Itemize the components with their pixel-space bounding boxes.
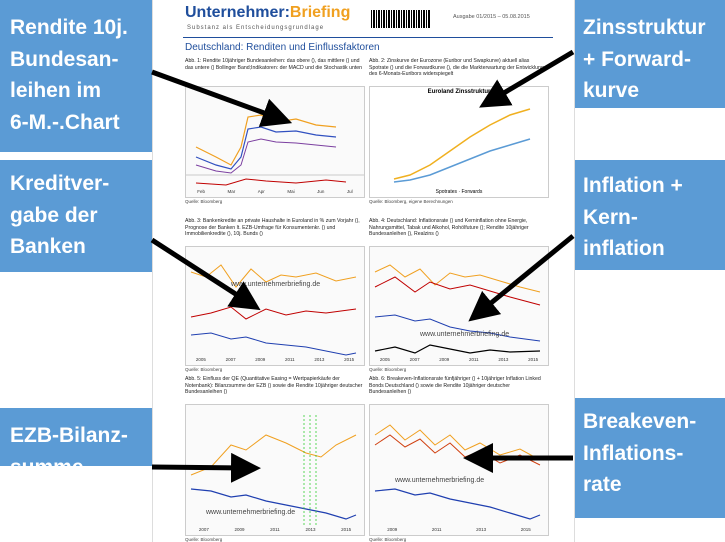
- brand-logo: Unternehmer:Briefing: [185, 4, 351, 21]
- figure-caption: Abb. 5: Einfluss der QE (Quantitative Ea…: [185, 376, 363, 395]
- label-breakeven: Breakeven- Inflations- rate: [573, 398, 725, 518]
- figure-source: Quelle: Bloomberg: [185, 199, 223, 204]
- page-headline: Deutschland: Renditen und Einflussfaktor…: [185, 42, 380, 53]
- label-line: Bundesan-: [10, 47, 119, 71]
- figure-caption: Abb. 2: Zinskurve der Eurozone (Euribor …: [369, 58, 544, 77]
- figure-3: Abb. 3: Bankenkredite an private Haushal…: [185, 218, 365, 372]
- label-ezb: EZB-Bilanz- summe: [0, 408, 152, 479]
- watermark: www.unternehmerbriefing.de: [420, 331, 510, 338]
- figure-source: Quelle: Bloomberg: [369, 367, 407, 372]
- figure-source: Quelle: Bloomberg, eigene Berechnungen: [369, 199, 453, 204]
- ecb-balance-chart: [190, 415, 357, 525]
- x-axis: 2009 2011 2013 2015: [387, 527, 531, 532]
- figure-plot: www.unternehmerbriefing.de 2005 2007 2009 2…: [185, 246, 365, 366]
- watermark: www.unternehmerbriefing.de: [231, 281, 321, 288]
- figure-2: Abb. 2: Zinskurve der Eurozone (Euribor …: [369, 58, 549, 204]
- label-zins: Zinsstruktur + Forward- kurve: [573, 0, 725, 108]
- label-line: leihen im: [10, 79, 102, 102]
- x-axis: 2005 2007 2009 2011 2013 2015: [195, 357, 355, 362]
- arrow-zins: [479, 49, 575, 108]
- tagline: Substanz als Entscheidungsgrundlage: [187, 25, 325, 31]
- x-axis: Feb Mar Apr Mai Jun Jul: [197, 189, 353, 194]
- arrow-rendite: [151, 69, 293, 127]
- label-line: Rendite 10j.: [10, 16, 128, 39]
- label-line: inflation: [583, 237, 665, 260]
- arrow-inflation: [468, 234, 575, 322]
- header-rule: [183, 37, 553, 38]
- label-line: Breakeven-: [583, 410, 697, 433]
- chart-legend: Spotrates · Forwards: [435, 189, 483, 195]
- bollinger-chart: [186, 114, 364, 186]
- x-axis: 2005 2007 2009 2011 2013 2015: [379, 357, 539, 362]
- barcode: [371, 10, 431, 28]
- figure-plot: Euroland Zinsstruktur Spotrates · Forwar…: [369, 86, 549, 198]
- credit-chart: [190, 264, 357, 356]
- label-line: 6-M.-.Chart: [10, 110, 120, 134]
- figure-caption: Abb. 4: Deutschland: Inflationsrate () u…: [369, 218, 529, 237]
- label-line: rate: [583, 473, 622, 496]
- label-line: Banken: [10, 235, 86, 258]
- label-inflation: Inflation + Kern- inflation: [573, 160, 725, 270]
- figure-4: Abb. 4: Deutschland: Inflationsrate () u…: [369, 218, 549, 372]
- watermark: www.unternehmerbriefing.de: [206, 509, 296, 516]
- arrow-ezb: [151, 452, 261, 483]
- chart-title: Euroland Zinsstruktur: [427, 89, 491, 95]
- figure-caption: Abb. 6: Breakeven-Inflationsrate fünfjäh…: [369, 376, 541, 395]
- figure-source: Quelle: Bloomberg: [185, 367, 223, 372]
- label-line: Kern-: [583, 205, 638, 229]
- label-line: Zinsstruktur: [583, 16, 706, 39]
- label-line: + Forward-: [583, 47, 691, 71]
- figure-source: Quelle: Bloomberg: [369, 537, 407, 542]
- figure-caption: Abb. 3: Bankenkredite an private Haushal…: [185, 218, 360, 237]
- issue-date: Ausgabe 01/2015 – 05.08.2015: [453, 14, 530, 20]
- x-axis: 2007 2009 2011 2013 2015: [198, 527, 352, 532]
- label-kredit: Kreditver- gabe der Banken: [0, 160, 152, 272]
- yield-curve-chart: [393, 108, 531, 183]
- label-line: summe: [10, 455, 84, 479]
- figure-plot: www.unternehmerbriefing.de 2005 2007 2009 2…: [369, 246, 549, 366]
- label-line: gabe der: [10, 203, 98, 227]
- label-line: kurve: [583, 79, 640, 102]
- arrow-kredit: [150, 237, 261, 311]
- figure-source: Quelle: Bloomberg: [185, 537, 223, 542]
- watermark: www.unternehmerbriefing.de: [395, 477, 485, 484]
- label-line: Inflations-: [583, 441, 684, 465]
- figure-caption: Abb. 1: Rendite 10jähriger Bundesanleihe…: [185, 58, 363, 71]
- label-rendite: Rendite 10j. Bundesan- leihen im 6-M.-.C…: [0, 0, 152, 152]
- newsletter-page: Unternehmer:Briefing Substanz als Entsch…: [152, 0, 575, 542]
- label-line: EZB-Bilanz-: [10, 424, 128, 447]
- label-line: Inflation +: [583, 174, 683, 197]
- label-line: Kreditver-: [10, 172, 110, 195]
